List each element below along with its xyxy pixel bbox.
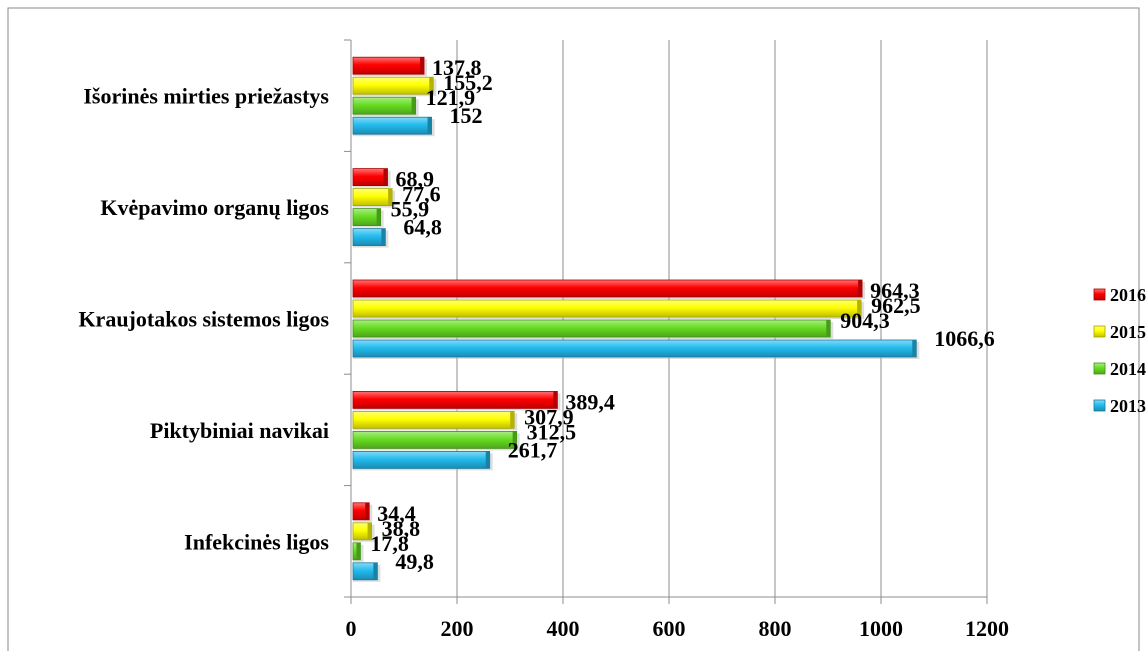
- data-label: 137,8: [432, 55, 482, 80]
- category-label: Piktybiniai navikai: [150, 418, 329, 443]
- x-tick-label: 0: [346, 616, 357, 641]
- data-label: 68,9: [396, 167, 435, 192]
- x-tick-label: 200: [441, 616, 474, 641]
- x-tick-label: 1000: [859, 616, 903, 641]
- bar[interactable]: [352, 228, 386, 247]
- data-label: 49,8: [395, 549, 434, 574]
- bar-end-cap: [381, 228, 386, 246]
- legend-swatch: [1093, 399, 1106, 412]
- bar-end-cap: [427, 117, 432, 135]
- category-label: Kraujotakos sistemos ligos: [78, 307, 329, 332]
- bar[interactable]: [352, 96, 417, 115]
- bar[interactable]: [352, 430, 518, 449]
- bar-end-cap: [858, 280, 863, 297]
- bar-end-cap: [388, 188, 393, 206]
- legend-swatch: [1093, 362, 1106, 375]
- bar-end-cap: [420, 57, 425, 75]
- bar[interactable]: [352, 76, 434, 95]
- bar-end-cap: [383, 168, 388, 186]
- bar-end-cap: [373, 562, 378, 580]
- data-label: 38,8: [382, 516, 421, 541]
- legend-swatch: [1093, 325, 1106, 338]
- x-tick-label: 1200: [965, 616, 1009, 641]
- bar-end-cap: [485, 451, 490, 469]
- category-label: Išorinės mirties priežastys: [83, 84, 329, 109]
- data-label: 312,5: [527, 419, 577, 444]
- bar-end-cap: [826, 320, 831, 337]
- data-label: 64,8: [403, 215, 442, 240]
- data-label: 17,8: [370, 531, 409, 556]
- bar-end-cap: [912, 340, 917, 357]
- bar[interactable]: [352, 116, 432, 135]
- data-label: 155,2: [443, 70, 493, 95]
- legend-label: 2016*: [1110, 285, 1147, 305]
- data-label: 1066,6: [934, 326, 995, 351]
- bar[interactable]: [352, 279, 863, 298]
- bar-end-cap: [356, 542, 361, 560]
- legend-label: 2014: [1110, 359, 1146, 379]
- bar[interactable]: [352, 299, 862, 318]
- bar[interactable]: [352, 319, 831, 338]
- bar[interactable]: [352, 410, 515, 429]
- legend-label: 2013: [1110, 396, 1146, 416]
- data-label: 77,6: [402, 182, 441, 207]
- bar[interactable]: [352, 450, 491, 469]
- bar[interactable]: [352, 188, 393, 207]
- bar[interactable]: [352, 56, 425, 75]
- x-tick-label: 600: [653, 616, 686, 641]
- bar-end-cap: [411, 97, 416, 115]
- data-label: 121,9: [426, 85, 476, 110]
- bar-end-cap: [429, 77, 434, 95]
- bar-end-cap: [512, 431, 517, 449]
- bar[interactable]: [352, 339, 917, 358]
- x-tick-label: 800: [759, 616, 792, 641]
- bar-end-cap: [510, 411, 515, 429]
- data-label: 964,3: [870, 278, 920, 303]
- data-label: 261,7: [508, 437, 558, 462]
- category-label: Infekcinės ligos: [184, 529, 329, 554]
- bar-end-cap: [367, 522, 372, 540]
- data-label: 904,3: [840, 308, 890, 333]
- data-label: 962,5: [871, 293, 921, 318]
- category-label: Kvėpavimo organų ligos: [100, 195, 329, 220]
- data-label: 389,4: [565, 389, 615, 414]
- data-label: 55,9: [391, 197, 430, 222]
- legend-label: 2015: [1110, 322, 1146, 342]
- legend-swatch: [1093, 288, 1106, 301]
- data-label: 307,9: [524, 404, 574, 429]
- bar-end-cap: [365, 502, 370, 520]
- bar-end-cap: [553, 391, 558, 409]
- bar-end-cap: [376, 208, 381, 226]
- data-label: 34,4: [377, 501, 416, 526]
- bar[interactable]: [352, 168, 388, 187]
- data-label: 152: [450, 103, 483, 128]
- bar[interactable]: [352, 208, 382, 227]
- bar-end-cap: [857, 300, 862, 317]
- x-tick-label: 400: [547, 616, 580, 641]
